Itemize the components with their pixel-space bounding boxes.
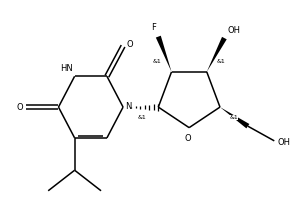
Text: O: O — [126, 40, 133, 49]
Text: &1: &1 — [152, 59, 161, 64]
Text: OH: OH — [278, 138, 291, 147]
Text: &1: &1 — [229, 115, 238, 120]
Text: N: N — [125, 102, 132, 111]
Text: F: F — [152, 23, 156, 32]
Text: &1: &1 — [216, 59, 225, 64]
Polygon shape — [220, 107, 249, 128]
Text: O: O — [16, 103, 23, 112]
Polygon shape — [207, 37, 227, 72]
Text: OH: OH — [228, 26, 241, 35]
Text: O: O — [184, 134, 191, 142]
Text: &1: &1 — [138, 115, 147, 120]
Polygon shape — [156, 36, 172, 72]
Text: HN: HN — [60, 64, 73, 73]
